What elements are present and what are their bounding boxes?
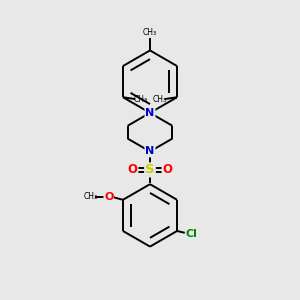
Text: CH₃: CH₃ — [143, 28, 157, 37]
Text: CH₃: CH₃ — [134, 95, 148, 104]
Text: N: N — [146, 146, 154, 157]
Text: O: O — [104, 192, 113, 202]
Text: CH₃: CH₃ — [83, 192, 97, 201]
Text: N: N — [146, 108, 154, 118]
Text: Cl: Cl — [185, 229, 197, 239]
Text: CH₃: CH₃ — [152, 95, 167, 104]
Text: S: S — [145, 164, 155, 176]
Text: O: O — [162, 164, 172, 176]
Text: O: O — [128, 164, 138, 176]
